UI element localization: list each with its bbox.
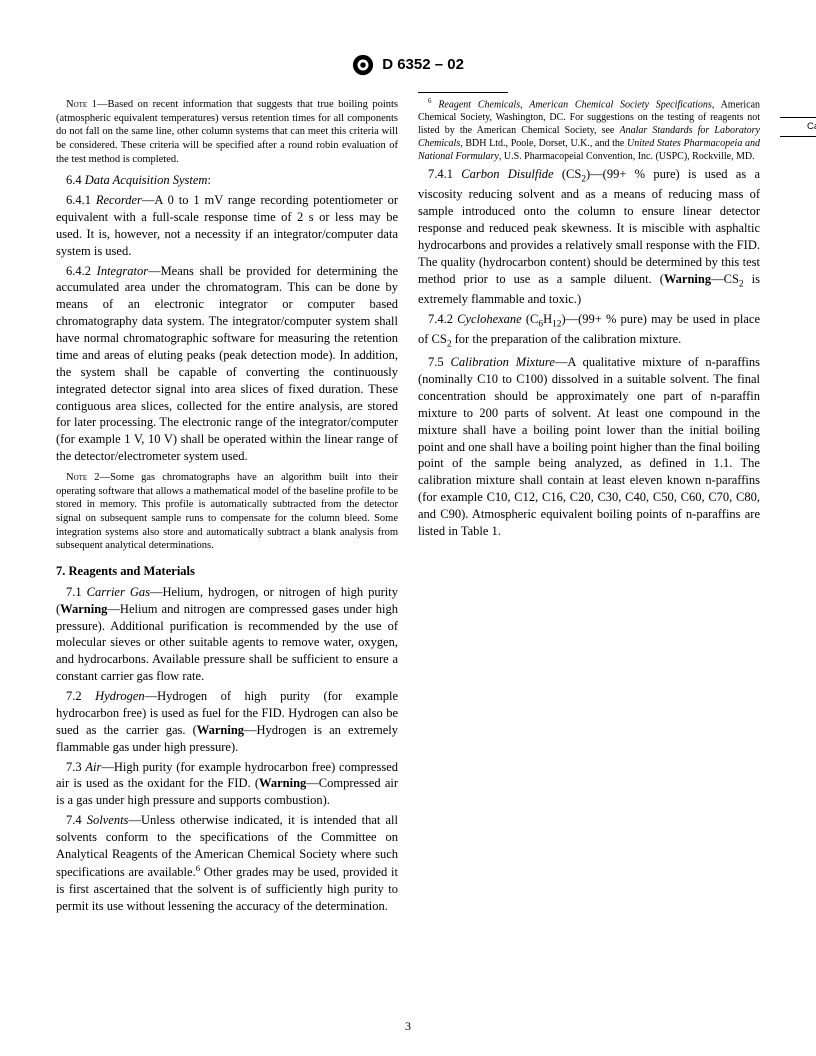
table-row: 29440824 <box>780 541 816 555</box>
table-row: 35489912 <box>780 627 816 641</box>
table-row: 14254488 <box>780 325 816 339</box>
table-row: 11196385 <box>780 281 816 295</box>
table-row: 21356675 <box>780 425 816 439</box>
table-row: 33474885 <box>780 598 816 612</box>
table-row: 18316601 <box>780 382 816 396</box>
table-row: 53697 <box>780 195 816 209</box>
table-row: 23380716 <box>780 454 816 468</box>
table-row: 40522972 <box>780 699 816 713</box>
section-7-heading: 7. Reagents and Materials <box>56 563 398 580</box>
table-row: 20344651 <box>780 411 816 425</box>
table-row: 1−162−259 <box>780 137 816 152</box>
page-header: D 6352 – 02 <box>56 54 760 76</box>
table-1-title: TABLE 1 Boiling Points of n-ParaffinsA,B <box>780 92 816 109</box>
table-row: 19330625 <box>780 397 816 411</box>
section-6-4-2: 6.4.2 Integrator—Means shall be provided… <box>56 263 398 466</box>
footnote-separator <box>418 92 508 93</box>
table-row: 34481898 <box>780 613 816 627</box>
section-7-4: 7.4 Solvents—Unless otherwise indicated,… <box>56 812 398 914</box>
table-row: 27422791 <box>780 512 816 526</box>
table-row: 9151303 <box>780 253 816 267</box>
section-7-3: 7.3 Air—High purity (for example hydroca… <box>56 759 398 810</box>
table-header-row: Carbon No. Boiling Point, °C Boiling Poi… <box>780 117 816 137</box>
table-row: 13235456 <box>780 310 816 324</box>
col-carbon-no: Carbon No. <box>780 117 816 137</box>
section-7-1: 7.1 Carrier Gas—Helium, hydrogen, or nit… <box>56 584 398 685</box>
table-row: 36496925 <box>780 642 816 656</box>
table-row: 15271519 <box>780 339 816 353</box>
astm-logo-icon <box>352 54 374 76</box>
table-row: 30449840 <box>780 555 816 569</box>
table-row: 31458856 <box>780 570 816 584</box>
table-row: 22369696 <box>780 440 816 454</box>
section-6-4-1: 6.4.1 Recorder—A 0 to 1 mV range recordi… <box>56 192 398 260</box>
table-1: Carbon No. Boiling Point, °C Boiling Poi… <box>780 117 816 757</box>
designation-number: D 6352 – 02 <box>382 56 464 73</box>
table-row: 16287548 <box>780 353 816 367</box>
table-row: 3−42−44 <box>780 166 816 180</box>
page-number: 3 <box>0 1018 816 1034</box>
table-row: 12216421 <box>780 296 816 310</box>
footnote-block: 6 Reagent Chemicals, American Chemical S… <box>418 92 760 163</box>
table-row: 24391736 <box>780 469 816 483</box>
table-row: 10174345 <box>780 267 816 281</box>
table-row: 2−89−127 <box>780 152 816 166</box>
table-row: 435401004 <box>780 742 816 756</box>
table-row: 798209 <box>780 224 816 238</box>
footnote-6: 6 Reagent Chemicals, American Chemical S… <box>418 97 760 163</box>
table-row: 39516961 <box>780 685 816 699</box>
table-row: 669156 <box>780 209 816 223</box>
table-row: 38509948 <box>780 670 816 684</box>
table-row: 42534993 <box>780 728 816 742</box>
table-row: 25402755 <box>780 483 816 497</box>
table-row: 4031 <box>780 181 816 195</box>
section-7-5: 7.5 Calibration Mixture—A qualitative mi… <box>418 354 760 540</box>
content-columns: Note 1—Based on recent information that … <box>56 92 760 992</box>
table-row: 37503937 <box>780 656 816 670</box>
section-7-4-1: 7.4.1 Carbon Disulfide (CS2)—(99+ % pure… <box>418 166 760 308</box>
table-row: 28431808 <box>780 526 816 540</box>
note-2: Note 2—Some gas chromatographs have an a… <box>56 471 398 553</box>
table-row: 26412774 <box>780 497 816 511</box>
table-row: 17302576 <box>780 368 816 382</box>
table-1-block: TABLE 1 Boiling Points of n-ParaffinsA,B… <box>780 92 816 757</box>
section-7-4-2: 7.4.2 Cyclohexane (C6H12)—(99+ % pure) m… <box>418 311 760 351</box>
table-row: 8126258 <box>780 238 816 252</box>
table-row: 41528982 <box>780 714 816 728</box>
table-row: 32466870 <box>780 584 816 598</box>
section-6-4: 6.4 Data Acquisition System: <box>56 172 398 189</box>
note-1: Note 1—Based on recent information that … <box>56 98 398 166</box>
section-7-2: 7.2 Hydrogen—Hydrogen of high purity (fo… <box>56 688 398 756</box>
